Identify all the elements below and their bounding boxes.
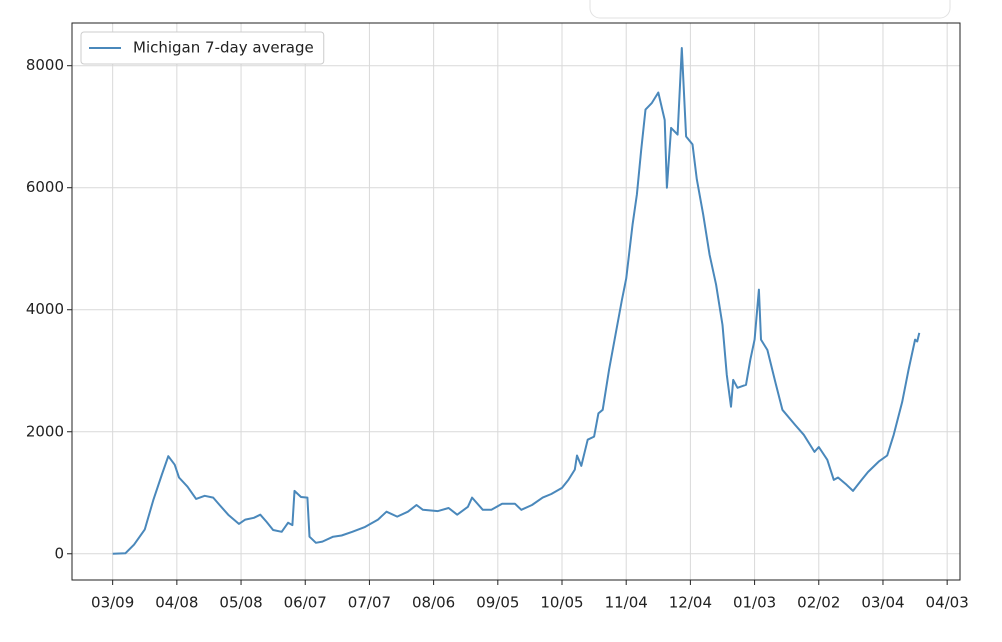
popup-edge — [589, 0, 951, 19]
x-tick-label: 03/09 — [91, 594, 134, 612]
x-tick-label: 06/07 — [284, 594, 327, 612]
x-tick-label: 12/04 — [669, 594, 712, 612]
x-tick-label: 02/02 — [797, 594, 840, 612]
plot-frame — [71, 22, 961, 581]
data-line — [112, 47, 921, 555]
x-tick-label: 01/03 — [733, 594, 776, 612]
x-tick-label: 05/08 — [219, 594, 262, 612]
x-tick-label: 04/03 — [926, 594, 969, 612]
legend: Michigan 7-day average — [80, 31, 325, 65]
legend-label: Michigan 7-day average — [133, 39, 314, 57]
y-tick-label: 4000 — [26, 300, 64, 318]
x-tick-label: 08/06 — [412, 594, 455, 612]
legend-box — [80, 31, 325, 65]
y-tick-label: 6000 — [26, 178, 64, 196]
x-tick-label: 04/08 — [155, 594, 198, 612]
x-tick-label: 07/07 — [348, 594, 391, 612]
x-tick-label: 09/05 — [476, 594, 519, 612]
x-tick-label: 10/05 — [540, 594, 583, 612]
x-tick-label: 11/04 — [605, 594, 648, 612]
y-tick-label: 0 — [54, 544, 64, 562]
y-tick-label: 8000 — [26, 56, 64, 74]
y-tick-label: 2000 — [26, 422, 64, 440]
x-tick-label: 03/04 — [861, 594, 904, 612]
